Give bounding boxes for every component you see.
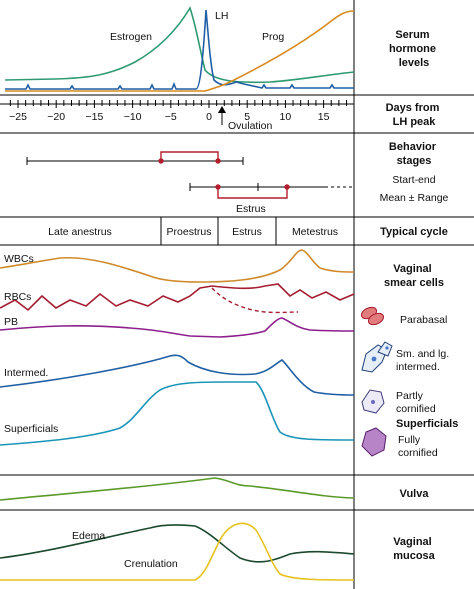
- crenulation-label: Crenulation: [124, 558, 178, 570]
- legend-mean-range: Mean ± Range: [380, 192, 449, 204]
- pb-label: PB: [4, 316, 18, 328]
- edema-label: Edema: [72, 530, 105, 542]
- progesterone-curve: [5, 10, 355, 92]
- lh-curve: [5, 9, 354, 90]
- days-axis: −25 −20 −15 −10 −5 0 5 10 15 Ovulation: [0, 100, 354, 132]
- behavior-title: Behavior stages: [389, 141, 439, 167]
- behavior-stages: Estrus: [26, 151, 354, 215]
- day-tick-label: −20: [47, 111, 65, 123]
- ovulation-arrowhead: [218, 106, 226, 113]
- hormone-title: Serum hormone levels: [389, 29, 439, 69]
- fully-cornified-cell-icon: [361, 427, 387, 457]
- day-tick-label: −5: [165, 111, 177, 123]
- day-tick-marks: [9, 100, 348, 108]
- cycle-title: Typical cycle: [380, 226, 448, 238]
- mucosa-curves: Edema Crenulation: [0, 522, 355, 581]
- intermediate-label: Sm. and lg. intermed.: [396, 348, 452, 373]
- rbc-curve: [0, 283, 355, 312]
- superficials-label: Superficials: [4, 423, 58, 435]
- day-tick-label: −10: [124, 111, 142, 123]
- superficials-curve: [0, 381, 355, 446]
- partly-cornified-label: Partly cornified: [396, 390, 436, 415]
- stage-metestrus: Metestrus: [292, 226, 338, 238]
- vulva-title: Vulva: [400, 488, 430, 500]
- vulva-curve: [0, 477, 355, 501]
- days-title: Days from LH peak: [386, 102, 443, 128]
- intermediate-cell-icon: [361, 341, 393, 373]
- wbc-curve: [0, 249, 355, 283]
- mean-marker: [284, 184, 290, 190]
- parabasal-cell-icon: [360, 306, 385, 326]
- day-tick-label: 10: [280, 111, 292, 123]
- wbc-label: WBCs: [4, 253, 34, 265]
- smear-curves: WBCs RBCs PB Intermed. Superficials: [0, 249, 355, 446]
- intermed-label: Intermed.: [4, 367, 48, 379]
- day-tick-label: 0: [206, 111, 212, 123]
- day-tick-label: −15: [85, 111, 103, 123]
- ovulation-label: Ovulation: [228, 120, 273, 132]
- intermed-curve: [0, 354, 355, 396]
- smear-title: Vaginal smear cells: [384, 263, 444, 289]
- crenulation-curve: [0, 522, 355, 581]
- lh-label: LH: [215, 10, 228, 22]
- mean-marker: [215, 184, 221, 190]
- right-column-labels: Serum hormone levels Days from LH peak B…: [380, 29, 449, 562]
- partly-cornified-cell-icon: [361, 389, 385, 414]
- mean-marker: [158, 158, 164, 164]
- mean-marker: [215, 158, 221, 164]
- pb-curve: [0, 317, 355, 338]
- estrus-behavior-label: Estrus: [236, 203, 266, 215]
- day-tick-labels: −25 −20 −15 −10 −5 0 5 10 15: [9, 111, 330, 123]
- rbc-dashed-curve: [211, 287, 299, 314]
- estrogen-curve: [4, 6, 355, 84]
- fully-cornified-label: Fully cornified: [398, 434, 438, 459]
- stage-estrus: Estrus: [232, 226, 262, 238]
- legend-start-end: Start-end: [392, 174, 435, 186]
- parabasal-label: Parabasal: [400, 314, 447, 326]
- day-tick-label: −25: [9, 111, 27, 123]
- stage-late-anestrus: Late anestrus: [48, 226, 112, 238]
- day-tick-label: 15: [318, 111, 330, 123]
- day-tick-label: 5: [244, 111, 250, 123]
- hormone-curves: Estrogen LH Prog: [4, 6, 355, 92]
- prog-label: Prog: [262, 31, 284, 43]
- cell-legend: Parabasal Sm. and lg. intermed. Partly c…: [360, 306, 458, 459]
- edema-curve: [0, 524, 355, 563]
- estrogen-label: Estrogen: [110, 31, 152, 43]
- typical-cycle: Late anestrus Proestrus Estrus Metestrus: [48, 217, 338, 245]
- stage-proestrus: Proestrus: [167, 226, 212, 238]
- superficials-heading: Superficials: [396, 418, 458, 430]
- rbc-label: RBCs: [4, 291, 31, 303]
- mucosa-title: Vaginal mucosa: [393, 536, 435, 562]
